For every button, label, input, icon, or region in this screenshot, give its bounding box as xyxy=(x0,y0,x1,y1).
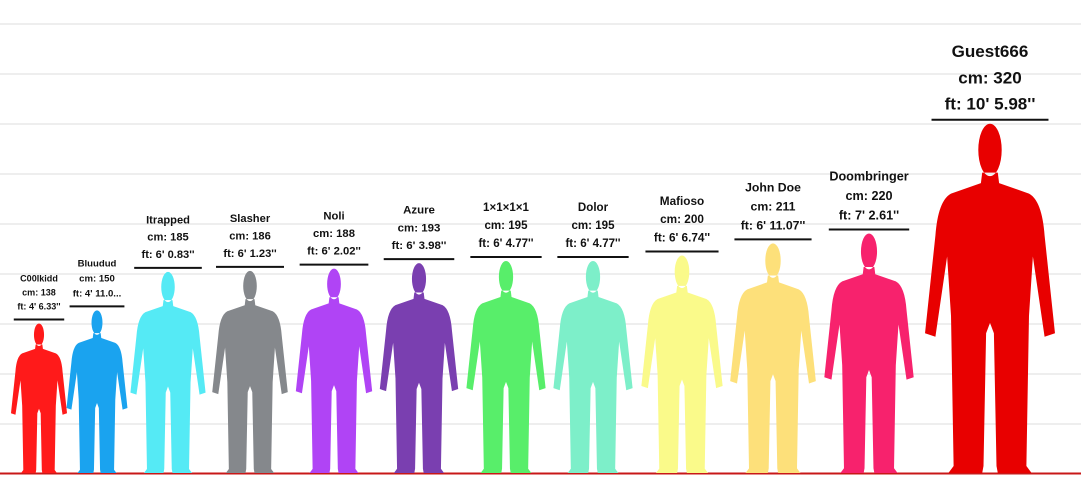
character-name: Guest666 xyxy=(952,42,1029,61)
character-name: Doombringer xyxy=(829,169,908,183)
silhouette xyxy=(641,255,723,473)
cm-label: cm: 188 xyxy=(313,228,355,240)
character-name: Noli xyxy=(323,211,344,223)
ft-label: ft: 10' 5.98'' xyxy=(945,95,1036,114)
ft-label: ft: 6' 4.77'' xyxy=(565,238,620,250)
cm-label: cm: 320 xyxy=(958,68,1022,87)
ft-label: ft: 6' 11.07'' xyxy=(741,218,806,232)
ft-label: ft: 6' 4.77'' xyxy=(478,238,533,250)
ft-label: ft: 4' 6.33'' xyxy=(17,302,60,312)
character-name: 1×1×1×1 xyxy=(483,202,529,214)
silhouette xyxy=(553,260,633,473)
silhouette xyxy=(10,323,68,473)
character-name: Mafioso xyxy=(660,195,704,208)
silhouette xyxy=(66,310,128,473)
character-name: Slasher xyxy=(230,213,271,225)
silhouette xyxy=(379,263,459,473)
silhouette xyxy=(730,243,816,473)
cm-label: cm: 193 xyxy=(398,222,441,234)
silhouette xyxy=(295,268,373,473)
ft-label: ft: 6' 6.74'' xyxy=(654,231,710,244)
character-name: Itrapped xyxy=(146,214,190,226)
ft-label: ft: 6' 2.02'' xyxy=(307,246,361,258)
character-name: Azure xyxy=(403,205,435,217)
cm-label: cm: 186 xyxy=(229,231,271,243)
cm-label: cm: 220 xyxy=(845,189,892,203)
silhouette xyxy=(466,260,546,473)
cm-label: cm: 211 xyxy=(751,199,796,213)
silhouette xyxy=(212,270,288,473)
cm-label: cm: 195 xyxy=(484,220,528,232)
ft-label: ft: 4' 11.0... xyxy=(73,288,122,299)
cm-label: cm: 138 xyxy=(22,287,56,297)
ft-label: ft: 7' 2.61'' xyxy=(839,209,899,223)
character-name: C00lkidd xyxy=(20,273,58,283)
character-name: John Doe xyxy=(745,180,801,194)
ft-label: ft: 6' 1.23'' xyxy=(223,248,277,260)
silhouette xyxy=(824,233,914,473)
silhouette xyxy=(925,123,1055,473)
ft-label: ft: 6' 3.98'' xyxy=(392,240,447,252)
cm-label: cm: 195 xyxy=(571,220,615,232)
silhouette xyxy=(130,271,206,473)
cm-label: cm: 200 xyxy=(660,213,704,226)
character-name: Bluudud xyxy=(78,259,117,270)
cm-label: cm: 150 xyxy=(79,273,115,284)
character-name: Dolor xyxy=(578,202,609,214)
cm-label: cm: 185 xyxy=(147,232,188,244)
ft-label: ft: 6' 0.83'' xyxy=(142,249,195,261)
